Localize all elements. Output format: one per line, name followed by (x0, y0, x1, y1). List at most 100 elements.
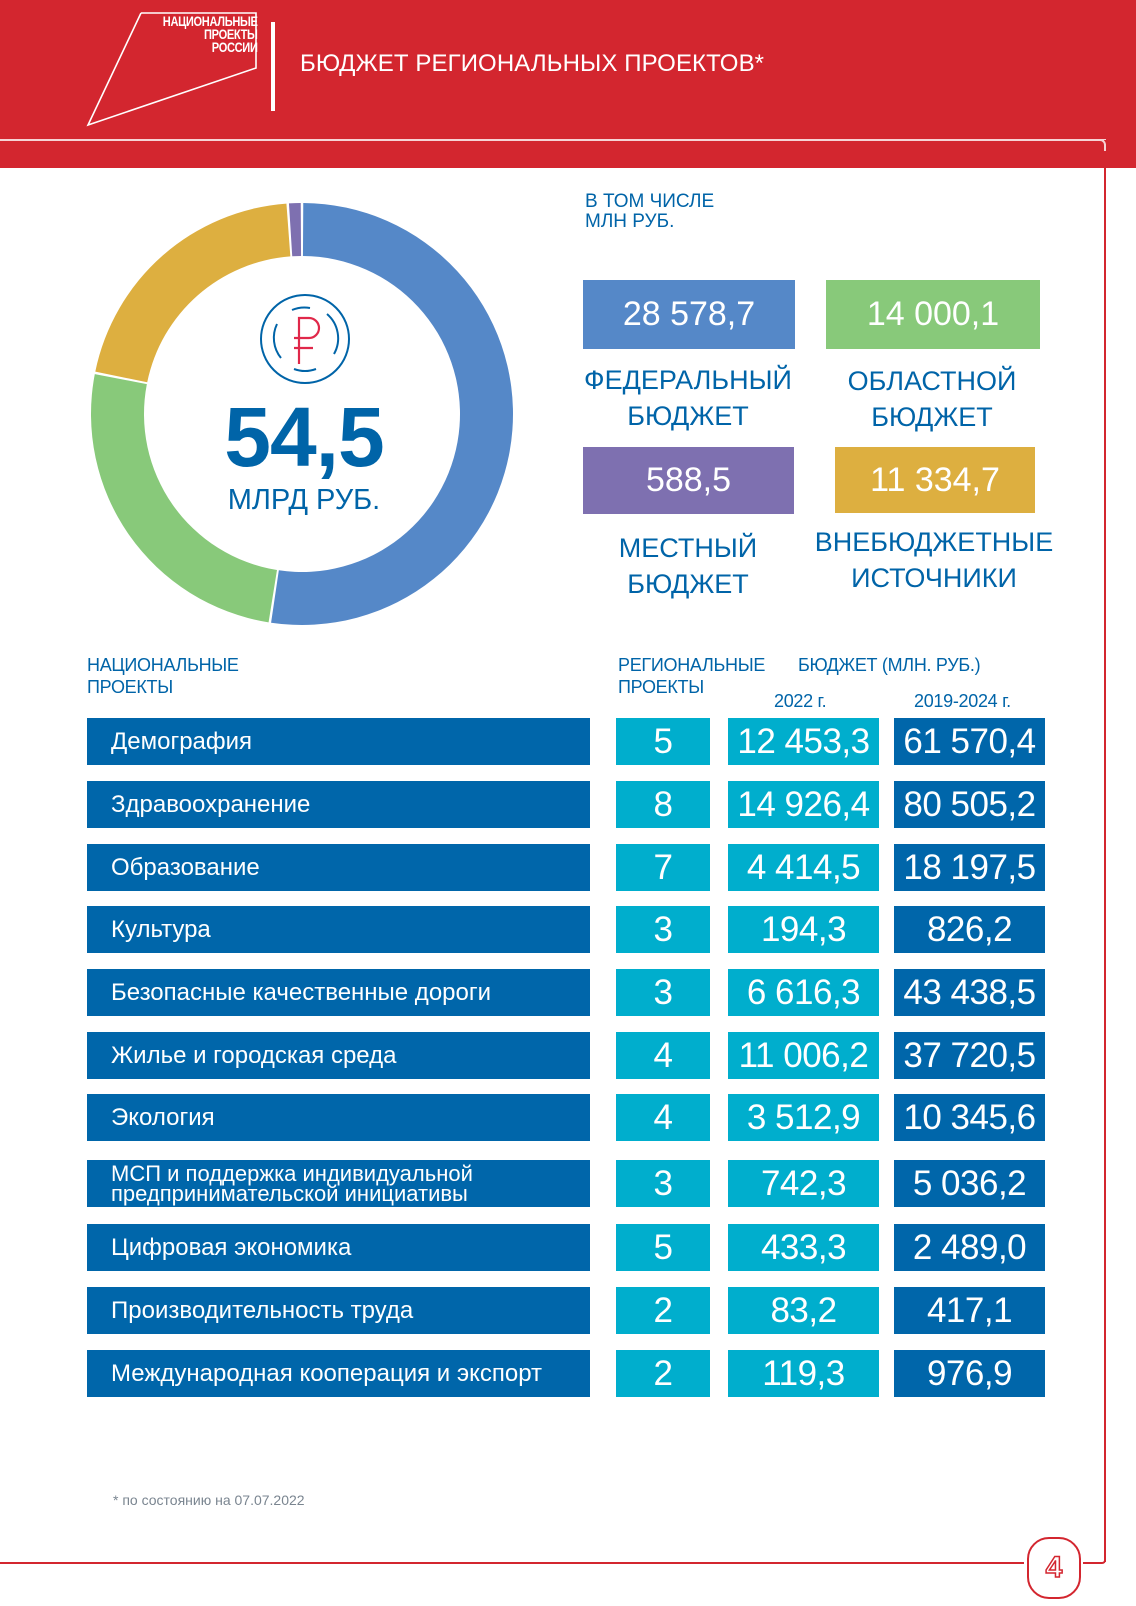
table-row-label: Производительность труда (87, 1287, 590, 1334)
row-label-text: Здравоохранение (111, 790, 311, 818)
header-regional-projects: РЕГИОНАЛЬНЫЕ ПРОЕКТЫ (618, 654, 765, 698)
donut-slice-1 (90, 374, 277, 623)
header-years-2019-2024: 2019-2024 г. (914, 691, 1011, 711)
logo-text: НАЦИОНАЛЬНЫЕ ПРОЕКТЫ РОССИИ (163, 14, 258, 55)
total-budget-unit: МЛРД РУБ. (227, 484, 381, 516)
regional-projects-count-cell: 8 (616, 781, 710, 828)
legend-caption-line-1: В ТОМ ЧИСЛЕ (585, 191, 715, 212)
header-vertical-divider (271, 22, 275, 111)
table-row-label: Цифровая экономика (87, 1224, 590, 1271)
legend-label-local: МЕСТНЫЙ БЮДЖЕТ (568, 530, 808, 602)
regional-projects-count-cell: 5 (616, 718, 710, 765)
legend-label-line: БЮДЖЕТ (871, 402, 993, 432)
row-label-line: предпринимательской инициативы (111, 1180, 468, 1206)
page-title: БЮДЖЕТ РЕГИОНАЛЬНЫХ ПРОЕКТОВ* (300, 50, 765, 77)
regional-projects-count-cell: 4 (616, 1032, 710, 1079)
row-label-text: Международная кооперация и экспорт (111, 1359, 543, 1387)
legend-label-line: ИСТОЧНИКИ (851, 563, 1017, 593)
regional-projects-count-cell: 3 (616, 969, 710, 1016)
row-label-text: Производительность труда (111, 1296, 414, 1324)
budget-donut-chart (90, 203, 513, 626)
legend-value-regional: 14 000,1 (826, 280, 1040, 349)
table-row-label: Жилье и городская среда (87, 1032, 590, 1079)
budget-2019-2024-cell: 2 489,0 (894, 1224, 1045, 1271)
national-projects-logo: НАЦИОНАЛЬНЫЕ ПРОЕКТЫ РОССИИ (85, 12, 260, 132)
legend-value-extrabudgetary: 11 334,7 (835, 447, 1035, 513)
footnote: * по состоянию на 07.07.2022 (113, 1492, 305, 1508)
header-text: ПРОЕКТЫ (87, 677, 173, 697)
frame-corner (1094, 139, 1106, 151)
regional-projects-count-cell: 4 (616, 1094, 710, 1141)
legend-label-line: БЮДЖЕТ (627, 569, 749, 599)
budget-2019-2024-cell: 18 197,5 (894, 844, 1045, 891)
table-row-label: МСП и поддержка индивидуальной предприним… (87, 1160, 590, 1207)
legend-label-extrabudgetary: ВНЕБЮДЖЕТНЫЕ ИСТОЧНИКИ (804, 524, 1064, 596)
frame-right-line (1104, 140, 1106, 1562)
budget-2019-2024-cell: 61 570,4 (894, 718, 1045, 765)
regional-projects-count-cell: 7 (616, 844, 710, 891)
donut-slice-3 (288, 203, 302, 257)
row-label-text: МСП и поддержка индивидуальной предприним… (111, 1160, 473, 1206)
ruble-coin-icon (260, 294, 350, 384)
donut-slice-0 (271, 203, 513, 626)
header-year-2022: 2022 г. (774, 691, 827, 711)
header-text: НАЦИОНАЛЬНЫЕ (87, 655, 239, 675)
budget-2019-2024-cell: 826,2 (894, 906, 1045, 953)
legend-label-line: ФЕДЕРАЛЬНЫЙ (584, 365, 792, 395)
row-label-text: Цифровая экономика (111, 1233, 352, 1261)
header-divider-line (0, 139, 1106, 141)
table-row-label: Образование (87, 844, 590, 891)
budget-2022-cell: 119,3 (728, 1350, 879, 1397)
header-text: РЕГИОНАЛЬНЫЕ (618, 655, 766, 675)
budget-2019-2024-cell: 976,9 (894, 1350, 1045, 1397)
header-national-projects: НАЦИОНАЛЬНЫЕ ПРОЕКТЫ (87, 654, 239, 698)
frame-bottom-line (0, 1562, 1024, 1564)
budget-2022-cell: 194,3 (728, 906, 879, 953)
total-budget-value: 54,5 (224, 390, 385, 484)
budget-2019-2024-cell: 5 036,2 (894, 1160, 1045, 1207)
logo-outline-icon (86, 12, 257, 127)
legend-caption-line-2: МЛН РУБ. (585, 211, 675, 232)
table-row-label: Демография (87, 718, 590, 765)
regional-projects-count-cell: 2 (616, 1287, 710, 1334)
row-label-text: Образование (111, 853, 260, 881)
row-label-text: Культура (111, 915, 211, 943)
budget-2019-2024-cell: 417,1 (894, 1287, 1045, 1334)
budget-2022-cell: 14 926,4 (728, 781, 879, 828)
frame-bottom-right-line (1083, 1560, 1106, 1564)
row-label-text: Безопасные качественные дороги (111, 978, 492, 1006)
table-row-label: Культура (87, 906, 590, 953)
budget-2022-cell: 6 616,3 (728, 969, 879, 1016)
table-row-label: Здравоохранение (87, 781, 590, 828)
header-text: ПРОЕКТЫ (618, 677, 704, 697)
logo-line-1: НАЦИОНАЛЬНЫЕ (163, 14, 258, 29)
regional-projects-count-cell: 3 (616, 1160, 710, 1207)
table-row-label: Экология (87, 1094, 590, 1141)
legend-label-line: ВНЕБЮДЖЕТНЫЕ (814, 527, 1054, 557)
page-number: 4 (1027, 1537, 1081, 1599)
legend-label-federal: ФЕДЕРАЛЬНЫЙ БЮДЖЕТ (568, 362, 808, 434)
legend-label-line: МЕСТНЫЙ (618, 533, 758, 563)
budget-2022-cell: 742,3 (728, 1160, 879, 1207)
budget-2022-cell: 83,2 (728, 1287, 879, 1334)
row-label-line: МСП и поддержка индивидуальной (111, 1160, 473, 1186)
header-budget: БЮДЖЕТ (МЛН. РУБ.) (798, 655, 981, 675)
regional-projects-count-cell: 3 (616, 906, 710, 953)
budget-2019-2024-cell: 37 720,5 (894, 1032, 1045, 1079)
budget-2019-2024-cell: 80 505,2 (894, 781, 1045, 828)
legend-label-regional: ОБЛАСТНОЙ БЮДЖЕТ (812, 363, 1052, 435)
budget-2022-cell: 433,3 (728, 1224, 879, 1271)
regional-projects-count-cell: 5 (616, 1224, 710, 1271)
legend-value-federal: 28 578,7 (583, 280, 795, 349)
budget-2022-cell: 4 414,5 (728, 844, 879, 891)
budget-2022-cell: 12 453,3 (728, 718, 879, 765)
row-label-text: Жилье и городская среда (111, 1041, 397, 1069)
row-label-text: Демография (111, 727, 253, 755)
donut-slice-2 (95, 203, 291, 383)
budget-2022-cell: 3 512,9 (728, 1094, 879, 1141)
budget-2019-2024-cell: 10 345,6 (894, 1094, 1045, 1141)
regional-projects-count-cell: 2 (616, 1350, 710, 1397)
budget-2019-2024-cell: 43 438,5 (894, 969, 1045, 1016)
row-label-text: Экология (111, 1103, 215, 1131)
table-row-label: Международная кооперация и экспорт (87, 1350, 590, 1397)
